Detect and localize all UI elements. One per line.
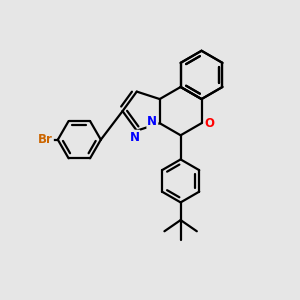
Text: N: N — [147, 115, 157, 128]
Text: O: O — [205, 117, 215, 130]
Text: Br: Br — [38, 133, 53, 146]
Text: N: N — [129, 130, 140, 144]
